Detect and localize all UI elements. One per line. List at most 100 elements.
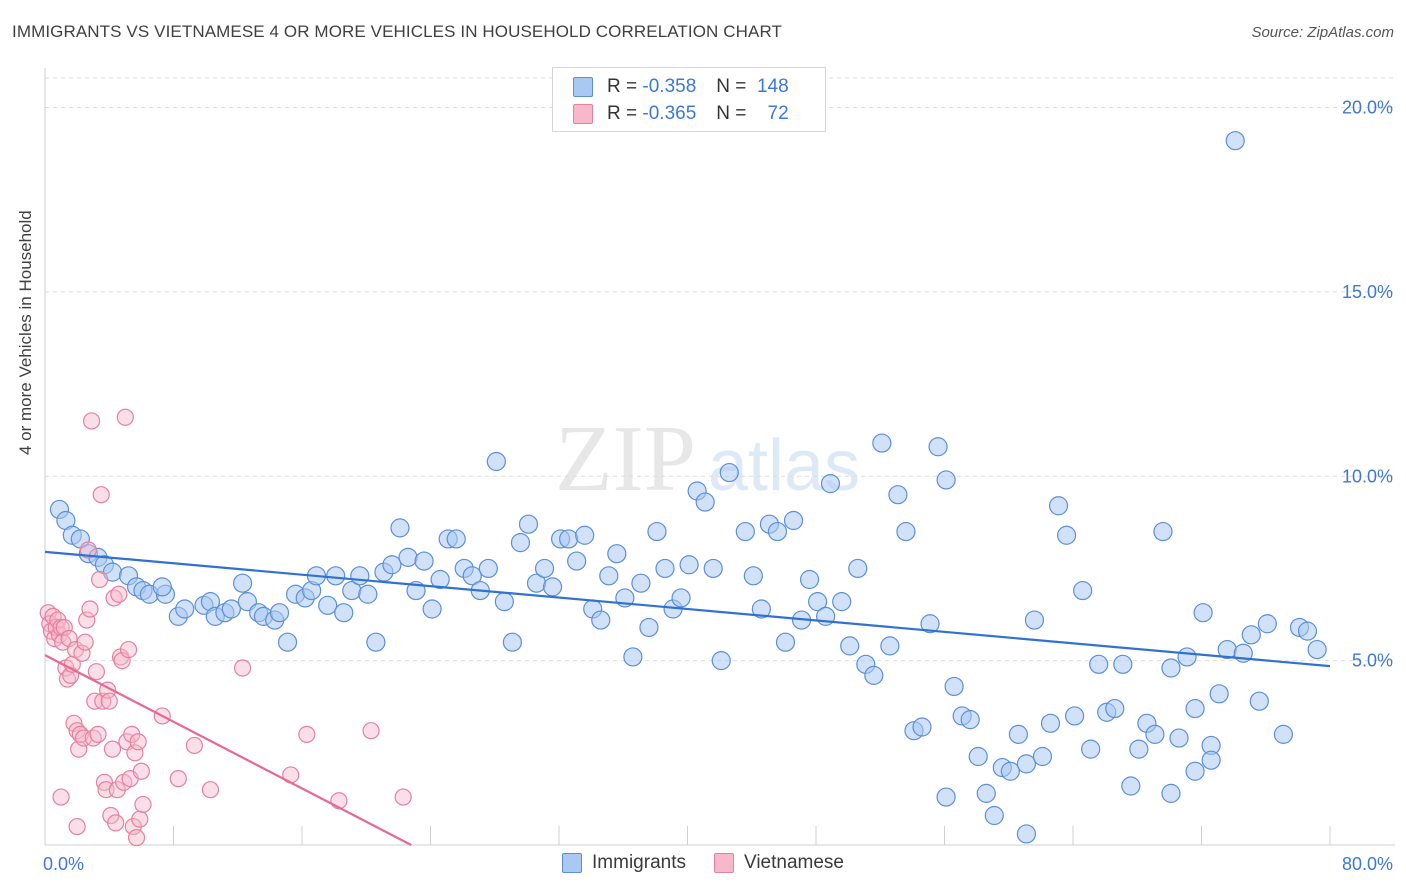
immigrants-point (783, 510, 804, 531)
immigrants-point (936, 470, 956, 490)
immigrants-point (575, 525, 595, 545)
immigrants-point (486, 451, 506, 472)
immigrants-point (775, 632, 796, 652)
vietnamese-point (76, 633, 94, 651)
vietnamese-point (87, 663, 106, 681)
vietnamese-point (132, 762, 150, 780)
immigrants-point (1307, 639, 1327, 660)
immigrants-point (1008, 724, 1028, 744)
immigrants-point (382, 555, 402, 575)
watermark-zip: ZIP (555, 407, 696, 511)
immigrants-point (1257, 614, 1277, 634)
source-label: Source: ZipAtlas.com (1251, 24, 1394, 41)
immigrants-point (518, 514, 539, 534)
immigrants-point (1000, 761, 1020, 781)
immigrants-point (1089, 654, 1109, 674)
y-tick-label: 5.0% (1352, 651, 1393, 671)
immigrants-point (984, 805, 1004, 826)
vietnamese-point (394, 788, 412, 806)
axes (44, 68, 1395, 846)
immigrants-point (591, 610, 611, 630)
vietnamese-point (110, 585, 128, 603)
immigrants-point (912, 717, 932, 737)
vietnamese-point (81, 600, 99, 618)
vietnamese-swatch (573, 104, 593, 124)
immigrants-point (832, 592, 852, 612)
immigrants-point (599, 566, 619, 586)
immigrants-trend-line (44, 550, 1331, 668)
immigrants-point (1048, 496, 1069, 516)
immigrants-point (671, 588, 691, 608)
vietnamese-point (362, 722, 380, 740)
immigrants-point (936, 787, 956, 807)
vietnamese-point (126, 744, 144, 762)
immigrants-point (1185, 761, 1205, 781)
immigrants-point (350, 566, 370, 586)
trend-lines (44, 550, 1331, 846)
immigrants-point (920, 614, 940, 634)
immigrants-point (318, 595, 338, 615)
immigrants-point (398, 547, 418, 567)
immigrants-point (767, 521, 788, 542)
immigrants-point (840, 636, 860, 656)
immigrants-point (711, 651, 731, 671)
legend-r-value-vietnamese: -0.365 (642, 103, 697, 124)
immigrants-points (49, 131, 1327, 844)
immigrants-point (1016, 754, 1037, 774)
immigrants-point (639, 617, 659, 638)
immigrants-point (152, 577, 172, 597)
immigrants-point (880, 636, 900, 656)
immigrants-point (221, 599, 241, 619)
immigrants-point (1024, 610, 1045, 630)
immigrants-point (494, 592, 514, 612)
immigrants-point (1201, 750, 1221, 770)
vietnamese-legend-swatch (713, 853, 734, 873)
legend-n-value-vietnamese: 72 (767, 103, 789, 124)
vietnamese-point (68, 817, 86, 836)
x-tick-label-min: 0.0% (43, 854, 84, 874)
vietnamese-point (70, 740, 88, 758)
vietnamese-point (91, 570, 109, 589)
immigrants-point (358, 584, 378, 604)
immigrants-point (1145, 724, 1165, 744)
immigrants-point (175, 599, 195, 619)
x-tick-label-max: 80.0% (1342, 854, 1393, 874)
immigrants-point (944, 676, 964, 697)
immigrants-point (534, 558, 555, 579)
immigrants-point (848, 558, 868, 579)
vietnamese-point (92, 486, 110, 504)
vietnamese-point (82, 412, 101, 430)
immigrants-point (1177, 647, 1197, 667)
legend-row-immigrants: R = -0.358 N = 148 (573, 74, 789, 100)
vietnamese-point (298, 725, 316, 743)
immigrants-point (1105, 698, 1125, 719)
legend-item-immigrants: Immigrants (562, 852, 686, 874)
immigrants-point (232, 573, 253, 593)
legend-r-label: R = (607, 103, 638, 124)
vietnamese-point (134, 795, 152, 814)
immigrants-point (390, 518, 410, 538)
y-tick-label: 20.0% (1342, 98, 1393, 118)
immigrants-point (1209, 684, 1229, 704)
immigrants-point (510, 533, 531, 553)
immigrants-point (430, 569, 450, 590)
immigrants-point (277, 632, 298, 652)
immigrants-point (703, 558, 723, 579)
immigrants-point (631, 573, 651, 593)
legend-r-label: R = (607, 76, 638, 97)
legend-n-label: N = (716, 103, 747, 124)
series-legend: Immigrants Vietnamese (0, 852, 1406, 874)
immigrants-point (1113, 654, 1133, 674)
tick-labels: 5.0% 10.0% 15.0% 20.0% 0.0% 80.0% (43, 98, 1393, 875)
immigrants-point (719, 462, 739, 483)
immigrants-point (896, 521, 916, 542)
immigrants-legend-swatch (562, 853, 583, 873)
immigrants-point (462, 566, 482, 586)
y-tick-label: 10.0% (1342, 466, 1393, 486)
immigrants-point (542, 577, 563, 597)
immigrants-point (1032, 746, 1053, 767)
vietnamese-point (169, 770, 187, 788)
immigrants-point (559, 529, 579, 549)
immigrants-point (1185, 698, 1205, 719)
